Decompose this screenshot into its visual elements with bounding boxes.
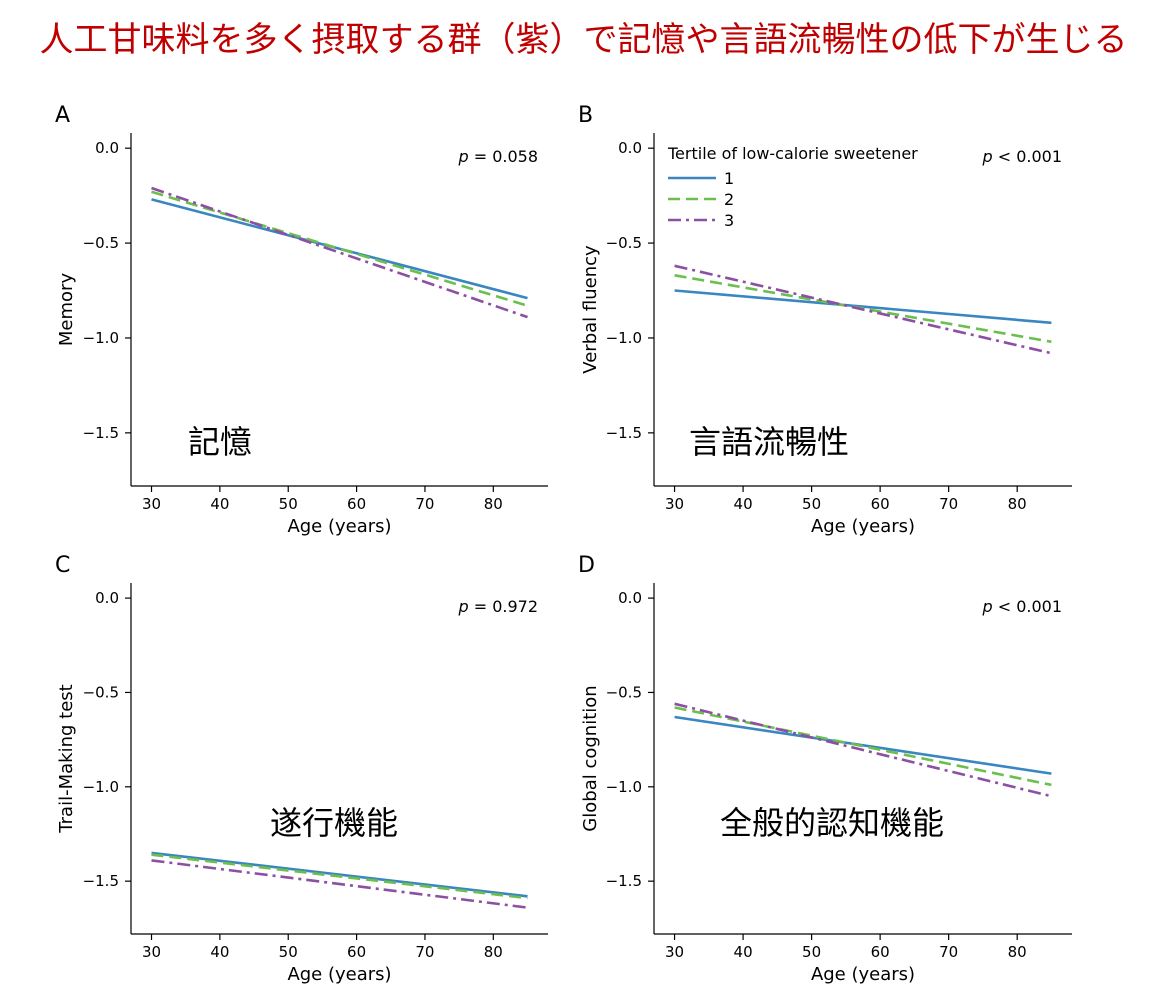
series-line-3 (151, 186, 528, 319)
x-tick-label: 50 (279, 495, 298, 513)
y-axis-title: Global cognition (580, 685, 601, 831)
y-tick-label: −0.5 (83, 683, 119, 701)
p-value: < 0.001 (993, 147, 1062, 166)
x-axis-title: Age (years) (811, 964, 915, 985)
x-tick-label: 40 (734, 495, 753, 513)
y-tick-label: 0.0 (618, 139, 642, 157)
y-tick-label: 0.0 (95, 139, 119, 157)
series-line-1 (674, 715, 1052, 775)
x-tick-label: 80 (484, 495, 503, 513)
legend-title: Tertile of low-calorie sweetener (667, 144, 918, 163)
chart-panel-d: D 0.0 −0.5 −1.0 −1.5 30 40 50 60 70 80 Age (years) G… (578, 553, 1072, 985)
x-tick-label: 40 (734, 943, 753, 961)
panel-letter: A (55, 103, 70, 128)
x-tick-label: 50 (279, 943, 298, 961)
x-tick-label: 30 (665, 943, 684, 961)
y-axis-title: Trail-Making test (56, 684, 77, 833)
panel-letter: B (578, 103, 593, 128)
y-axis-title: Memory (56, 273, 77, 347)
x-axis-title: Age (years) (811, 516, 915, 537)
x-tick-label: 30 (665, 495, 684, 513)
y-tick-label: 0.0 (618, 589, 642, 607)
p-value-label: p = 0.058 (457, 147, 538, 166)
y-tick-label: −0.5 (606, 234, 642, 252)
x-tick-label: 70 (415, 943, 434, 961)
x-tick-label: 70 (939, 495, 958, 513)
y-tick-label: −1.0 (83, 778, 119, 796)
panel-annotation: 遂行機能 (270, 804, 398, 842)
chart-panel-c: C 0.0 −0.5 −1.0 −1.5 30 40 50 60 70 80 Age (years) T… (55, 553, 548, 985)
x-tick-label: 40 (210, 943, 229, 961)
panel-annotation: 記憶 (188, 423, 252, 461)
chart-panel-b: B 0.0 −0.5 −1.0 −1.5 30 40 50 60 70 80 Age (years) V… (578, 103, 1072, 537)
x-tick-label: 30 (142, 495, 161, 513)
y-tick-label: −0.5 (606, 683, 642, 701)
x-tick-label: 60 (347, 943, 366, 961)
x-tick-label: 80 (1008, 495, 1027, 513)
p-symbol: p (981, 597, 992, 616)
x-axis-title: Age (years) (287, 516, 391, 537)
series-line-3 (674, 702, 1052, 798)
legend-label-1: 1 (724, 169, 734, 188)
x-axis-title: Age (years) (287, 964, 391, 985)
legend-label-2: 2 (724, 190, 734, 209)
p-value-label: p = 0.972 (457, 597, 538, 616)
x-tick-label: 40 (210, 495, 229, 513)
x-tick-label: 70 (939, 943, 958, 961)
x-tick-label: 60 (347, 495, 366, 513)
panel-letter: C (55, 553, 70, 578)
y-tick-label: −1.5 (83, 872, 119, 890)
p-symbol: p (981, 147, 992, 166)
y-tick-label: −1.0 (83, 329, 119, 347)
y-axis-title: Verbal fluency (580, 245, 601, 374)
series-line-2 (151, 853, 528, 900)
y-tick-label: −1.0 (606, 329, 642, 347)
p-value: = 0.972 (469, 597, 538, 616)
panel-annotation: 言語流暢性 (689, 423, 849, 461)
headline: 人工甘味料を多く摂取する群（紫）で記憶や言語流暢性の低下が生じる (39, 20, 1128, 60)
series-line-1 (151, 198, 528, 300)
x-tick-label: 80 (484, 943, 503, 961)
legend-label-3: 3 (724, 211, 734, 230)
series-line-1 (151, 851, 528, 898)
x-tick-label: 60 (871, 943, 890, 961)
x-tick-label: 60 (871, 495, 890, 513)
y-tick-label: −1.5 (83, 424, 119, 442)
panel-letter: D (578, 553, 595, 578)
series-line-2 (151, 190, 528, 307)
series-line-3 (151, 859, 528, 909)
series-line-1 (674, 289, 1052, 325)
panel-annotation: 全般的認知機能 (720, 804, 944, 842)
y-tick-label: −1.5 (606, 872, 642, 890)
legend: Tertile of low-calorie sweetener 1 2 3 (667, 144, 918, 230)
p-value-label: p < 0.001 (981, 597, 1062, 616)
x-tick-label: 70 (415, 495, 434, 513)
chart-panel-a: A 0.0 −0.5 −1.0 −1.5 30 40 50 60 70 80 Age (years) M… (55, 103, 548, 537)
x-tick-label: 30 (142, 943, 161, 961)
p-value-label: p < 0.001 (981, 147, 1062, 166)
y-tick-label: −1.0 (606, 778, 642, 796)
x-tick-label: 50 (802, 943, 821, 961)
series-line-3 (674, 264, 1052, 355)
p-symbol: p (457, 147, 468, 166)
x-tick-label: 50 (802, 495, 821, 513)
p-symbol: p (457, 597, 468, 616)
p-value: = 0.058 (469, 147, 538, 166)
y-tick-label: 0.0 (95, 589, 119, 607)
y-tick-label: −0.5 (83, 234, 119, 252)
p-value: < 0.001 (993, 597, 1062, 616)
x-tick-label: 80 (1008, 943, 1027, 961)
y-tick-label: −1.5 (606, 424, 642, 442)
